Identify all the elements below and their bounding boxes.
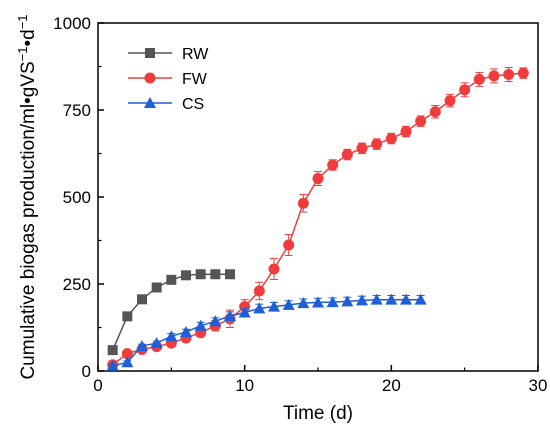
x-tick-label: 30 [529,376,548,395]
point-cs [150,337,163,349]
point-fw [268,263,280,275]
series-rw [107,269,235,356]
legend-item-fw: FW [128,71,208,88]
point-rw [166,274,177,285]
point-cs [253,302,266,314]
point-fw [400,126,412,138]
point-rw [137,294,147,305]
legend-marker-rw [145,48,155,58]
y-axis-title-main: Cumulative biogas production/ml•gVS [18,61,39,379]
point-fw [327,159,339,171]
point-cs [297,297,310,309]
x-axis-title: Time (d) [283,403,353,424]
legend-label-cs: CS [182,96,204,113]
point-cs [312,296,324,308]
point-rw [181,270,191,281]
point-cs [268,300,280,312]
point-fw [253,285,265,297]
point-fw [121,348,133,360]
plot-axes [97,22,539,372]
point-fw [371,138,383,150]
y-tick-label: 750 [63,101,91,120]
point-fw [385,133,397,145]
point-rw [151,282,162,293]
point-cs [136,339,148,351]
x-tick-label: 10 [235,376,254,395]
point-fw [341,149,353,161]
point-fw [283,239,295,251]
point-fw [297,197,309,209]
series-line-cs [112,298,421,367]
point-fw [444,95,456,107]
point-rw [107,345,118,356]
point-cs [165,330,178,342]
point-fw [517,67,529,79]
point-rw [195,269,206,280]
point-fw [356,142,368,154]
point-fw [488,70,500,82]
point-fw [312,173,324,185]
legend-label-rw: RW [182,46,209,63]
legend-item-cs: CS [128,96,204,113]
point-fw [503,69,515,81]
point-cs [209,315,222,327]
legend-marker-cs [144,97,156,108]
series-cs [106,293,427,371]
legend-item-rw: RW [128,46,209,63]
x-tick-label: 20 [382,376,401,395]
point-fw [473,73,485,85]
point-fw [459,84,471,96]
point-cs [341,295,354,307]
y-axis-title-sup1: −1 [15,47,30,62]
point-cs [106,359,119,371]
point-cs [385,293,398,305]
point-rw [225,269,235,280]
data-layer [106,67,529,371]
point-cs [238,306,251,318]
y-axis-title: Cumulative biogas production/ml•gVS−1•d−… [15,14,39,379]
point-cs [370,293,383,305]
point-cs [194,319,207,331]
point-rw [122,311,133,322]
point-rw [210,269,221,280]
y-axis-title-mid: •d [18,29,39,46]
y-axis-title-sup2: −1 [15,14,30,29]
point-cs [356,294,368,306]
legend-marker-fw [144,72,156,84]
y-tick-label: 1000 [53,14,91,33]
point-fw [429,106,441,118]
point-cs [180,326,192,338]
x-tick-label: 0 [93,376,102,395]
series-fw [107,67,529,371]
plot-frame [97,22,539,372]
series-line-fw [112,72,524,366]
legend-label-fw: FW [182,71,208,88]
point-cs [282,298,295,310]
y-tick-label: 0 [82,362,91,381]
y-tick-label: 500 [63,188,91,207]
point-cs [121,356,134,368]
legend: RW FW CS [128,46,209,113]
point-fw [415,115,427,127]
point-cs [326,296,339,308]
point-cs [224,310,236,322]
point-cs [400,293,412,305]
y-tick-label: 250 [63,275,91,294]
axis-ticks: 0 10 20 30 0 250 500 750 1000 [53,14,547,395]
point-cs [414,293,427,305]
